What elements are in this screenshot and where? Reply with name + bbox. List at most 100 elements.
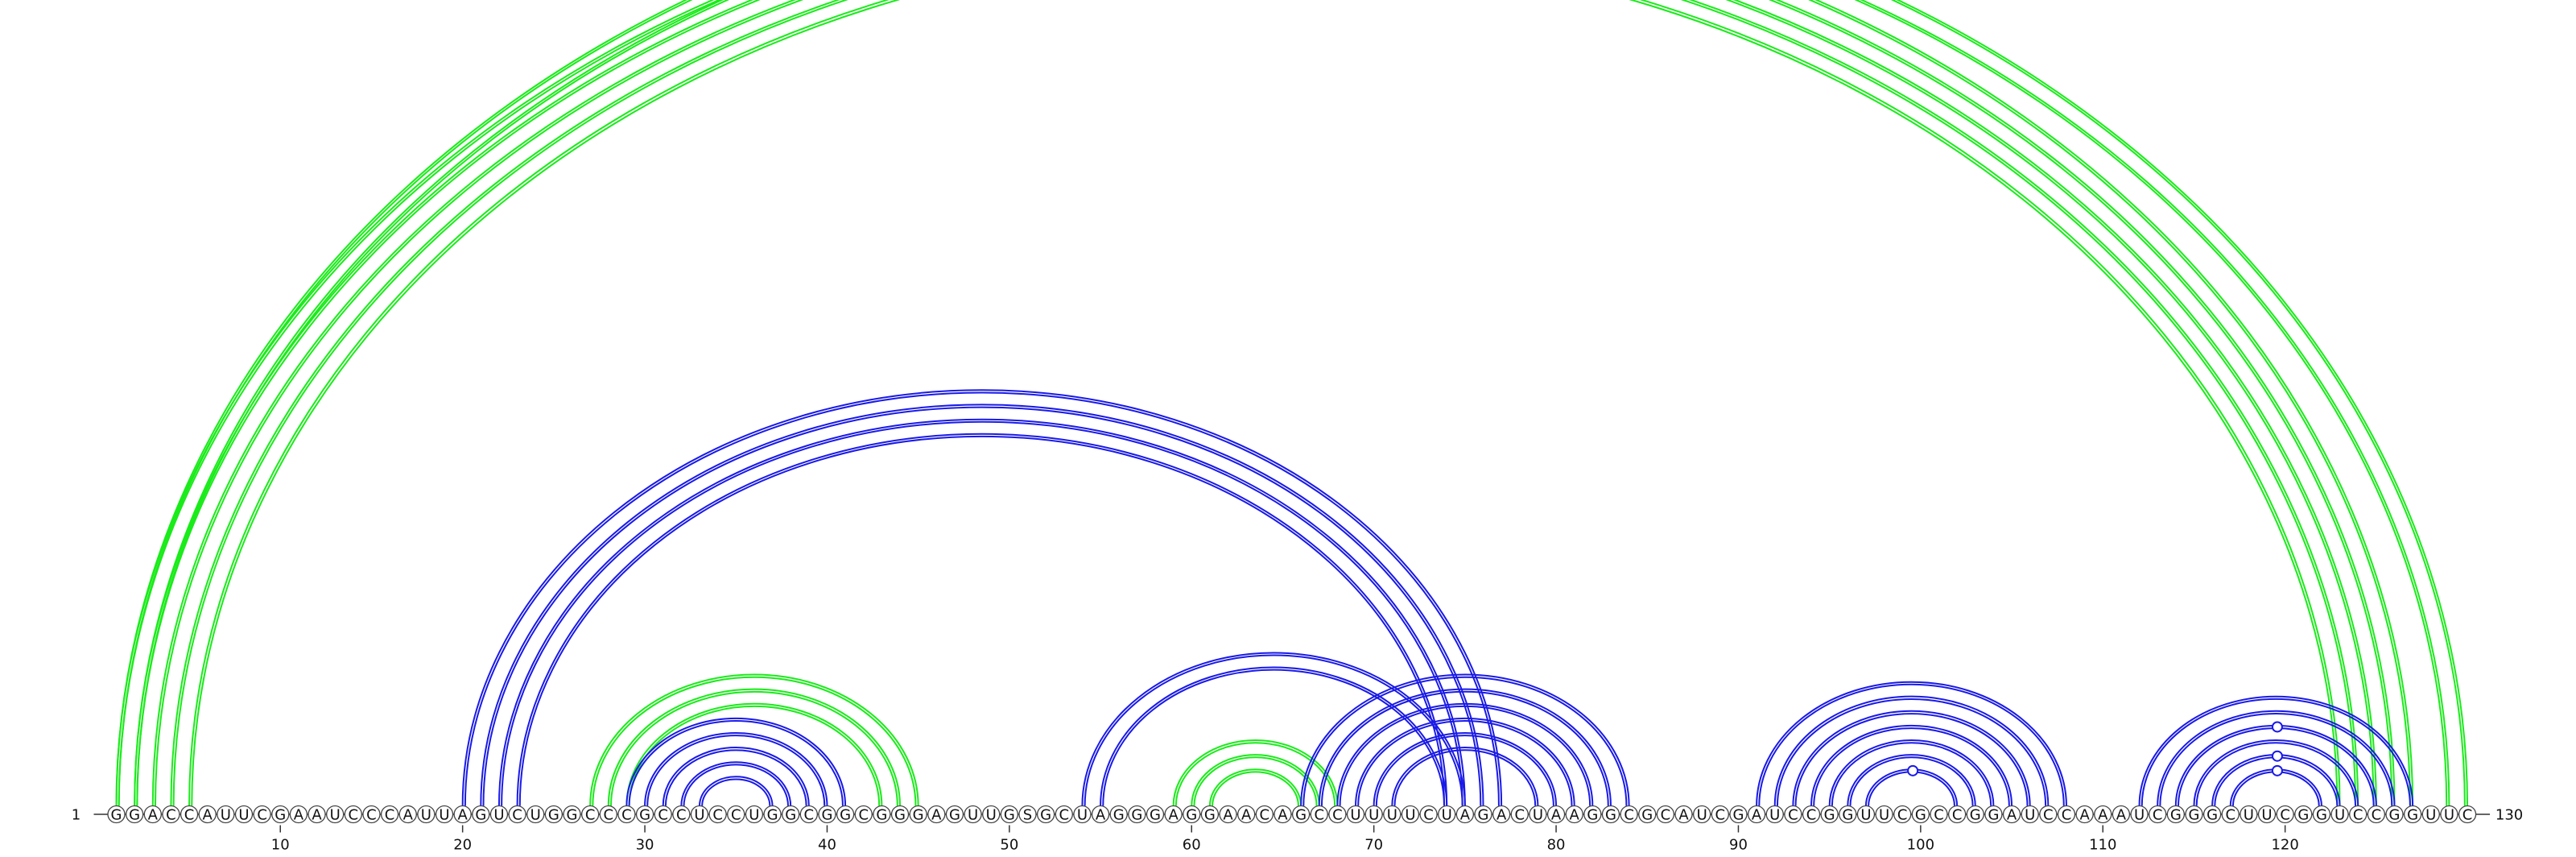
nucleotide-letter: G bbox=[1186, 807, 1197, 824]
nucleotide-circle bbox=[289, 805, 308, 824]
nucleotide: U bbox=[326, 805, 345, 824]
nucleotide-circle bbox=[1346, 805, 1365, 824]
base-pair-arcs bbox=[115, 0, 2469, 806]
nucleotide-circle bbox=[599, 805, 617, 824]
nucleotide: U bbox=[526, 805, 545, 824]
nucleotide: G bbox=[2185, 805, 2203, 824]
base-pair-arc bbox=[683, 764, 789, 806]
base-pair-arc bbox=[136, 0, 2393, 806]
nucleotide-letter: G bbox=[2407, 807, 2418, 824]
nucleotide: G bbox=[1839, 805, 1857, 824]
nucleotide-circle bbox=[1146, 805, 1165, 824]
nucleotide-circle bbox=[1419, 805, 1438, 824]
nucleotide-circle bbox=[1875, 805, 1893, 824]
nucleotide-circle bbox=[909, 805, 927, 824]
base-pair-arc bbox=[1758, 683, 2065, 806]
nucleotide: A bbox=[1546, 805, 1566, 824]
nucleotide-letter: C bbox=[2062, 807, 2072, 824]
nucleotide: U bbox=[2257, 805, 2277, 824]
nucleotide-circle bbox=[2112, 805, 2131, 824]
nucleotide-letter: U bbox=[2244, 807, 2254, 824]
tick-label: 110 bbox=[2089, 837, 2116, 854]
nucleotide-letter: C bbox=[184, 807, 195, 824]
nucleotide-circle bbox=[2185, 805, 2203, 824]
nucleotide: U bbox=[489, 805, 509, 824]
nucleotide-letter: U bbox=[986, 807, 997, 824]
base-pair-arc bbox=[518, 435, 1446, 806]
nucleotide: U bbox=[2421, 805, 2440, 824]
nucleotide-letter: U bbox=[968, 807, 978, 824]
nucleotide: A bbox=[2094, 805, 2112, 824]
tick-label: 20 bbox=[453, 837, 472, 854]
nucleotide-letter: C bbox=[1260, 807, 1270, 824]
nucleotide: C bbox=[162, 805, 180, 824]
nucleotide: A bbox=[1674, 805, 1693, 824]
nucleotide-letter: A bbox=[2098, 807, 2108, 824]
nucleotide-circle bbox=[927, 805, 946, 824]
nucleotide-circle bbox=[982, 805, 1001, 824]
nucleotide: U bbox=[1364, 805, 1383, 824]
base-pair-arc bbox=[2231, 771, 2320, 806]
nucleotide-letter: G bbox=[821, 807, 832, 824]
nucleotide-letter: U bbox=[238, 807, 249, 824]
nucleotide-circle bbox=[1364, 805, 1383, 824]
nucleotide: C bbox=[1055, 805, 1073, 824]
nucleotide: U bbox=[435, 805, 454, 824]
nucleotide-circle bbox=[782, 805, 800, 824]
nucleotide-circle bbox=[2166, 805, 2185, 824]
nucleotide-letter: U bbox=[2025, 807, 2035, 824]
nucleotide: A bbox=[1492, 805, 1511, 824]
nucleotide-circle bbox=[890, 805, 910, 824]
nucleotide-circle bbox=[544, 805, 564, 824]
nucleotide: G bbox=[1601, 805, 1620, 824]
nucleotide: C bbox=[508, 805, 526, 824]
nucleotide: C bbox=[2039, 805, 2058, 824]
nucleotide-circle bbox=[2057, 805, 2076, 824]
nucleotide-letter: C bbox=[621, 807, 632, 824]
nucleotide-circle bbox=[1018, 805, 1037, 824]
nucleotide-letter: C bbox=[1934, 807, 1944, 824]
nucleotide-letter: U bbox=[2425, 807, 2436, 824]
nucleotide-letter: C bbox=[349, 807, 359, 824]
base-pair-arc bbox=[1773, 695, 2050, 806]
nucleotide: C bbox=[1419, 805, 1438, 824]
nucleotide-circle bbox=[1802, 805, 1821, 824]
nucleotide: A bbox=[1747, 805, 1766, 824]
nucleotide: A bbox=[453, 805, 472, 824]
nucleotide-letter: G bbox=[1605, 807, 1616, 824]
nucleotide-letter: C bbox=[1661, 807, 1671, 824]
nucleotide-circle bbox=[2367, 805, 2386, 824]
nucleotide: U bbox=[1856, 805, 1876, 824]
nucleotide-letter: U bbox=[1879, 807, 1889, 824]
nucleotide-letter: G bbox=[1641, 807, 1653, 824]
nucleotide-letter: U bbox=[1442, 807, 1452, 824]
nucleotide: C bbox=[2349, 805, 2368, 824]
nucleotide-circle bbox=[1109, 805, 1128, 824]
nucleotide-circle bbox=[799, 805, 818, 824]
nucleotide-circle bbox=[690, 805, 709, 824]
nucleotide: U bbox=[690, 805, 709, 824]
base-pair-arc bbox=[1756, 681, 2067, 806]
nucleotide-letter: U bbox=[2261, 807, 2272, 824]
nucleotide: G bbox=[544, 805, 564, 824]
nucleotide-letter: C bbox=[585, 807, 596, 824]
nucleotide-circle bbox=[1747, 805, 1766, 824]
nucleotide-letter: G bbox=[1842, 807, 1853, 824]
nucleotide-circle bbox=[1893, 805, 1912, 824]
nucleotide: G bbox=[1109, 805, 1128, 824]
nucleotide-circle bbox=[1183, 805, 1201, 824]
nucleotide-circle bbox=[1291, 805, 1311, 824]
base-pair-arc bbox=[1081, 652, 1466, 806]
nucleotide-circle bbox=[1510, 805, 1529, 824]
base-pair-arc bbox=[1357, 720, 1573, 806]
nucleotide-letter: C bbox=[858, 807, 869, 824]
nucleotide-circle bbox=[180, 805, 199, 824]
nucleotide-circle bbox=[873, 805, 891, 824]
nucleotide-letter: A bbox=[403, 807, 414, 824]
nucleotide-letter: A bbox=[203, 807, 213, 824]
nucleotide-letter: G bbox=[2170, 807, 2182, 824]
nucleotide-letter: A bbox=[1168, 807, 1179, 824]
nucleotide-letter: G bbox=[1113, 807, 1125, 824]
nucleotide: G bbox=[782, 805, 800, 824]
nucleotide-letter: U bbox=[749, 807, 759, 824]
